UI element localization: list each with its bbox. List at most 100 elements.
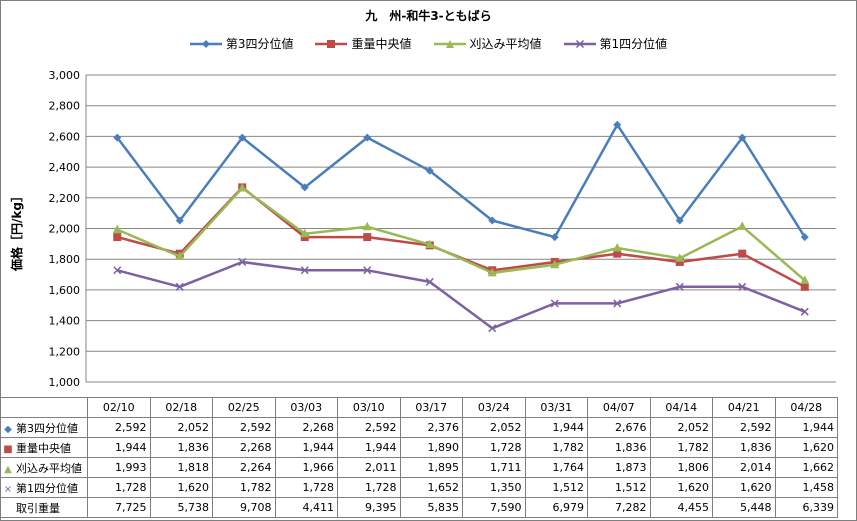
data-point-3 — [363, 266, 372, 275]
x-tick-label: 03/03 — [274, 397, 338, 418]
table-cell: 1,728 — [462, 437, 526, 458]
x-tick-label: 04/21 — [712, 397, 776, 418]
table-cell: 2,376 — [399, 417, 463, 438]
data-point-3 — [238, 257, 247, 266]
legend-swatch-q1 — [563, 39, 596, 48]
data-table: 02/10 02/18 02/25 03/03 03/10 03/17 03/24 03/31… — [0, 397, 838, 518]
legend-item-median: 重量中央値 — [315, 35, 412, 52]
table-row-label-text: 第3四分位値 — [16, 421, 78, 435]
y-tick-label: 1,000 — [49, 376, 81, 389]
table-cell: 1,806 — [649, 457, 713, 478]
legend-item-q1: 第1四分位値 — [563, 35, 667, 52]
data-point-0 — [238, 133, 247, 142]
data-point-0 — [675, 216, 684, 225]
x-tick-label: 04/14 — [649, 397, 713, 418]
legend-swatch-trimmed-mean — [433, 39, 466, 48]
table-cell: 1,728 — [337, 477, 401, 498]
table-cell: 2,011 — [337, 457, 401, 478]
data-point-2 — [737, 221, 747, 230]
y-tick-label: 1,400 — [49, 315, 81, 328]
legend-swatch-median — [315, 39, 348, 48]
x-tick-label: 03/24 — [462, 397, 526, 418]
x-tick-label: 02/10 — [87, 397, 151, 418]
data-point-0 — [613, 120, 622, 129]
y-tick-label: 2,000 — [49, 223, 81, 236]
table-cell: 1,620 — [712, 477, 776, 498]
data-point-0 — [800, 233, 809, 242]
table-cell: 1,782 — [212, 477, 276, 498]
data-point-3 — [675, 282, 684, 291]
legend-item-trimmed-mean: 刈込み平均値 — [433, 35, 542, 52]
data-point-0 — [550, 233, 559, 242]
series-line-3 — [116, 260, 806, 330]
table-row-label-text: 第1四分位値 — [16, 481, 78, 495]
data-point-1 — [363, 233, 372, 242]
x-tick-label: 03/17 — [399, 397, 463, 418]
legend-key-icon: ▲ — [4, 463, 12, 475]
x-tick-label: 03/10 — [337, 397, 401, 418]
y-tick-label: 1,200 — [49, 345, 81, 358]
data-point-2 — [800, 275, 810, 284]
table-cell: 1,662 — [774, 457, 838, 478]
table-cell: 1,652 — [399, 477, 463, 498]
chart-title: 九 州-和牛3-ともばら — [365, 9, 492, 23]
table-cell: 5,448 — [712, 497, 776, 518]
table-cell: 1,836 — [149, 437, 213, 458]
chart-legend: 第3四分位値 重量中央値 刈込み平均値 第1四分位値 — [0, 35, 857, 52]
data-point-3 — [550, 299, 559, 308]
data-point-1 — [613, 249, 622, 258]
table-cell: 1,873 — [587, 457, 651, 478]
table-cell: 9,395 — [337, 497, 401, 518]
table-cell: 4,411 — [274, 497, 338, 518]
data-point-0 — [363, 133, 372, 142]
y-tick-label: 2,200 — [49, 192, 81, 205]
y-tick-label: 2,400 — [49, 161, 81, 174]
y-tick-label: 1,600 — [49, 284, 81, 297]
table-cell: 2,592 — [337, 417, 401, 438]
data-point-0 — [488, 216, 497, 225]
table-cell: 1,836 — [712, 437, 776, 458]
table-cell: 5,835 — [399, 497, 463, 518]
table-cell: 7,725 — [87, 497, 151, 518]
data-point-2 — [612, 242, 622, 252]
data-point-2 — [112, 224, 122, 234]
table-cell: 2,676 — [587, 417, 651, 438]
y-tick-label: 2,800 — [49, 100, 81, 113]
data-point-1 — [113, 233, 122, 242]
y-tick-label: 1,800 — [49, 253, 81, 266]
data-point-2 — [175, 251, 185, 260]
table-cell: 1,512 — [524, 477, 588, 498]
table-cell: 1,890 — [399, 437, 463, 458]
table-row-label: ◆ 第3四分位値 — [0, 417, 88, 438]
table-cell: 4,455 — [649, 497, 713, 518]
legend-label-q3: 第3四分位値 — [225, 37, 294, 51]
data-point-0 — [738, 133, 747, 142]
table-header-row: 02/10 02/18 02/25 03/03 03/10 03/17 03/24 03/31… — [0, 397, 838, 418]
table-cell: 1,966 — [274, 457, 338, 478]
data-point-3 — [113, 266, 122, 275]
table-row: ▲ 刈込み平均値 1,993 1,818 2,264 1,966 2,011 1,895 1,7… — [0, 457, 838, 478]
x-tick-label: 04/28 — [774, 397, 838, 418]
table-cell: 1,620 — [149, 477, 213, 498]
data-point-3 — [300, 266, 309, 275]
table-cell: 7,590 — [462, 497, 526, 518]
table-cell: 1,818 — [149, 457, 213, 478]
legend-key-icon: × — [3, 483, 13, 495]
plot-area: 1,000 1,200 1,400 1,600 1,800 2,000 2,200 2,400… — [49, 69, 836, 389]
legend-item-q3: 第3四分位値 — [189, 35, 294, 52]
legend-key-icon: ◆ — [4, 423, 12, 435]
table-cell: 2,592 — [212, 417, 276, 438]
table-row: 取引重量 7,725 5,738 9,708 4,411 9,395 5,835 7,590 6… — [0, 497, 838, 518]
table-cell: 1,944 — [774, 417, 838, 438]
table-cell: 1,728 — [87, 477, 151, 498]
data-point-2 — [425, 239, 435, 249]
table-cell: 2,268 — [212, 437, 276, 458]
x-tick-label: 02/18 — [149, 397, 213, 418]
table-cell: 2,268 — [274, 417, 338, 438]
series-line-2 — [116, 186, 806, 282]
x-tick-label: 04/07 — [587, 397, 651, 418]
data-point-0 — [300, 183, 309, 192]
x-tick-label: 03/31 — [524, 397, 588, 418]
table-cell: 1,944 — [337, 437, 401, 458]
legend-label-median: 重量中央値 — [351, 37, 412, 51]
